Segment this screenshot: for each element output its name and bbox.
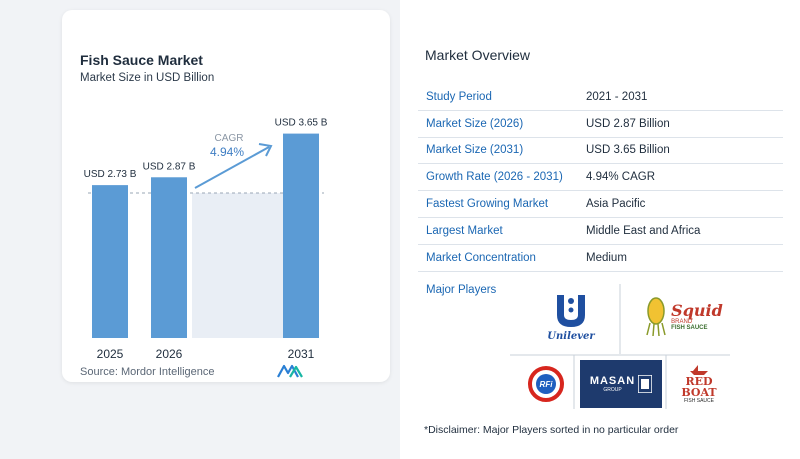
player-squid: Squid BRAND FISH SAUCE: [638, 292, 728, 342]
overview-row-market-size-2026: Market Size (2026) USD 2.87 Billion: [418, 111, 783, 138]
row-value: Middle East and Africa: [586, 224, 701, 237]
overview-row-growth-rate: Growth Rate (2026 - 2031) 4.94% CAGR: [418, 164, 783, 192]
player-masan: MASAN GROUP: [580, 360, 662, 408]
row-value: USD 3.65 Billion: [586, 144, 670, 157]
unilever-wordmark: Unilever: [547, 330, 595, 342]
overview-row-largest-market: Largest Market Middle East and Africa: [418, 218, 783, 245]
row-label: Growth Rate (2026 - 2031): [426, 171, 563, 184]
row-value: Asia Pacific: [586, 198, 646, 211]
data-label-2031: USD 3.65 B: [275, 118, 328, 129]
row-label: Market Concentration: [426, 251, 536, 264]
overview-table: Study Period 2021 - 2031 Market Size (20…: [418, 84, 783, 272]
source-text: Source: Mordor Intelligence: [80, 366, 215, 378]
major-players-title: Major Players: [426, 284, 497, 296]
disclaimer-text: *Disclaimer: Major Players sorted in no …: [424, 424, 679, 436]
row-value: 4.94% CAGR: [586, 171, 656, 184]
unilever-logo-icon: [557, 294, 585, 327]
x-tick-2031: 2031: [288, 347, 315, 361]
red-boat-line2: BOAT: [681, 386, 717, 399]
overview-row-market-size-2031: Market Size (2031) USD 3.65 Billion: [418, 138, 783, 165]
x-tick-2026: 2026: [156, 347, 183, 361]
row-label: Market Size (2031): [426, 144, 524, 157]
row-label: Largest Market: [426, 224, 503, 237]
bar-chart: USD 2.73 B 2025 USD 2.87 B 2026 USD 3.65 B 20…: [84, 118, 328, 361]
overview-card: Market Overview Study Period 2021 - 2031…: [400, 0, 800, 459]
chart-card: USD 2.73 B 2025 USD 2.87 B 2026 USD 3.65 B 20…: [62, 10, 390, 382]
player-red-boat: RED BOAT FISH SAUCE: [672, 356, 726, 412]
squid-brand-text: BRAND: [671, 319, 693, 325]
squid-sub-text: FISH SAUCE: [671, 325, 708, 331]
row-label: Study Period: [426, 90, 492, 103]
squid-wordmark: Squid: [671, 301, 723, 320]
overview-row-concentration: Market Concentration Medium: [418, 245, 783, 272]
overview-row-fastest-growing: Fastest Growing Market Asia Pacific: [418, 191, 783, 218]
red-boat-icon: [690, 365, 708, 375]
rfi-logo-icon: RFi: [528, 366, 564, 402]
data-label-2026: USD 2.87 B: [143, 161, 196, 172]
row-value: Medium: [586, 251, 627, 264]
row-value: 2021 - 2031: [586, 90, 648, 103]
mordor-logo-icon: [277, 364, 303, 378]
chart-subtitle: Market Size in USD Billion: [80, 72, 215, 84]
chart-title: Fish Sauce Market: [80, 52, 203, 68]
squid-logo-icon: [646, 297, 666, 337]
masan-mark-icon: [638, 375, 653, 393]
player-unilever: Unilever: [538, 286, 604, 346]
cagr-label: CAGR: [215, 133, 244, 144]
rfi-wordmark: RFi: [540, 380, 554, 389]
cagr-value: 4.94%: [210, 145, 244, 159]
data-label-2025: USD 2.73 B: [84, 169, 137, 180]
bar-2026: [151, 177, 187, 338]
overview-row-study-period: Study Period 2021 - 2031: [418, 84, 783, 111]
row-value: USD 2.87 Billion: [586, 117, 670, 130]
masan-wordmark: MASAN: [589, 375, 636, 387]
cagr-arrow-head: [258, 143, 273, 157]
player-rfi: RFi: [518, 360, 574, 408]
cagr-arrow-line: [194, 146, 270, 189]
row-label: Market Size (2026): [426, 117, 524, 130]
x-tick-2025: 2025: [97, 347, 124, 361]
masan-sub-text: GROUP: [603, 387, 622, 393]
overview-title: Market Overview: [425, 47, 531, 63]
red-boat-sub: FISH SAUCE: [683, 398, 714, 404]
red-boat-line1: RED: [685, 375, 713, 388]
players-grid: [510, 284, 730, 409]
bar-2031: [283, 133, 319, 338]
row-label: Fastest Growing Market: [426, 198, 549, 211]
bar-2025: [92, 185, 128, 338]
